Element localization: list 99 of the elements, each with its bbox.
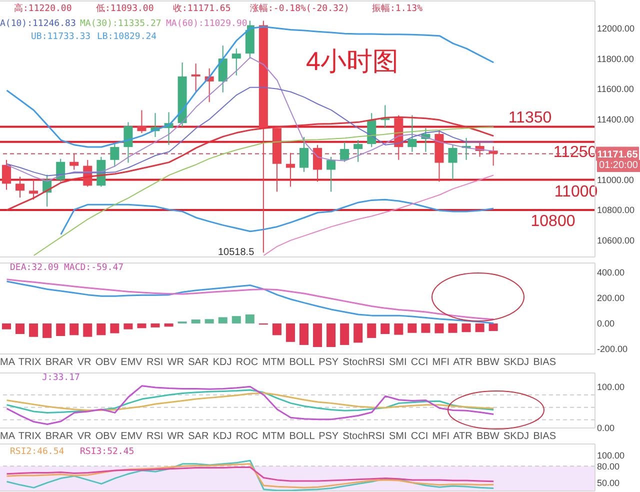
annotation: MA(60):11029.90	[166, 19, 248, 30]
y-tick-label: -200.00	[597, 344, 628, 354]
candlestick	[110, 142, 120, 168]
candlestick	[448, 144, 458, 180]
bar	[475, 323, 484, 332]
bar	[137, 323, 146, 328]
line-series	[263, 174, 494, 256]
bar	[232, 316, 241, 324]
bar	[367, 323, 376, 338]
candlestick	[218, 45, 228, 93]
bar	[448, 323, 458, 333]
bar	[326, 323, 336, 347]
candlestick	[232, 48, 241, 76]
candlestick	[191, 63, 200, 93]
annotation: 10518.5	[218, 247, 254, 259]
y-tick-label: 100.00	[597, 450, 625, 460]
ref-line-label: 10800	[530, 213, 576, 230]
line-series	[60, 198, 494, 236]
bar	[110, 323, 120, 334]
ref-line-label: 11350	[508, 110, 552, 127]
bar	[204, 319, 214, 324]
bar	[83, 323, 92, 337]
annotation: UB:11733.33	[31, 32, 91, 43]
bar	[29, 323, 38, 337]
bar	[300, 323, 308, 345]
annotation: MA(30):11335.27	[80, 19, 162, 30]
bar	[421, 323, 430, 333]
annotation: J:33.17	[42, 373, 80, 384]
y-tick-label: 11600.00	[597, 84, 634, 94]
candlestick	[16, 176, 25, 198]
bar	[313, 323, 322, 347]
candlestick	[408, 114, 417, 152]
candlestick	[70, 153, 79, 170]
candlestick	[326, 156, 336, 192]
y-tick-label: 12000.00	[597, 23, 635, 34]
y-tick-label: 200.00	[597, 293, 625, 304]
bar	[380, 323, 390, 334]
y-tick-label: 80.00	[597, 461, 620, 472]
bar	[16, 323, 25, 334]
bar	[408, 323, 417, 333]
y-tick-label: 0.00	[597, 318, 615, 329]
bar	[218, 317, 228, 324]
y-tick-label: 50.00	[597, 478, 620, 488]
annotation: A(10):11246.83	[0, 19, 76, 30]
ref-line-label: 11000	[554, 184, 598, 201]
bar	[434, 323, 444, 334]
annotation: LB:10829.24	[97, 32, 157, 43]
annotation: RSI2:46.54	[10, 447, 64, 458]
ref-line-label: 11171.65	[597, 150, 638, 161]
bar	[462, 323, 471, 332]
candlestick	[2, 159, 11, 190]
line-series	[6, 26, 494, 148]
candlestick	[124, 122, 133, 164]
text: MA TRIX BRAR VR OBV EMV RSI WR SAR KDJ ROC MTM BOLL PSY StochRSI SMI CCI MFI ATR BBW SKDJ BIAS	[0, 431, 556, 443]
bar	[394, 323, 404, 335]
bar	[272, 323, 282, 336]
annotation: 高:11220.00	[14, 4, 72, 15]
y-tick-label: 400.00	[597, 268, 625, 278]
bar	[164, 323, 174, 327]
bar	[124, 323, 133, 330]
bar	[340, 323, 350, 345]
bar	[2, 323, 11, 330]
bar	[150, 323, 160, 328]
line-series	[6, 116, 494, 211]
line-series	[6, 466, 494, 482]
bar	[286, 323, 295, 342]
bar	[56, 323, 66, 336]
candlestick	[300, 136, 308, 172]
y-tick-label: 11400.00	[597, 114, 634, 124]
candlestick	[286, 152, 295, 188]
candlestick	[137, 110, 146, 134]
annotation: MACD:-59.47	[64, 263, 124, 274]
annotation: 振幅:1.13%	[372, 4, 423, 15]
annotation: RSI3:52.45	[80, 447, 134, 458]
bar	[245, 314, 254, 324]
line-series	[6, 385, 494, 426]
bar	[354, 323, 363, 343]
bar	[42, 323, 52, 338]
text: MA TRIX BRAR VR OBV EMV RSI WR SAR KDJ ROC MTM BOLL PSY StochRSI SMI CCI MFI ATR BBW SKDJ BIAS	[0, 357, 556, 369]
y-tick-label: 11000.00	[597, 174, 634, 185]
candlestick	[340, 142, 350, 162]
y-tick-label: 100.00	[597, 382, 625, 392]
text: 01:20:00	[597, 160, 640, 172]
y-tick-label: 10600.00	[597, 236, 635, 246]
annotation: 涨幅:-0.18%(-20.32)	[250, 4, 350, 15]
bar	[70, 323, 79, 336]
bar	[488, 323, 498, 332]
candlestick	[29, 179, 38, 200]
candlestick	[313, 144, 322, 182]
y-tick-label: 10800.00	[597, 205, 635, 216]
annotation: 收:11171.65	[173, 4, 231, 15]
candlestick	[354, 140, 363, 162]
annotation: DEA:32.09	[10, 263, 59, 274]
y-tick-label: 0.00	[597, 423, 615, 434]
annotation: 低:11093.00	[96, 4, 154, 15]
y-tick-label: 11800.00	[597, 54, 634, 64]
bar	[191, 320, 200, 324]
bar	[96, 323, 106, 336]
annotation: 4小时图	[306, 46, 398, 78]
